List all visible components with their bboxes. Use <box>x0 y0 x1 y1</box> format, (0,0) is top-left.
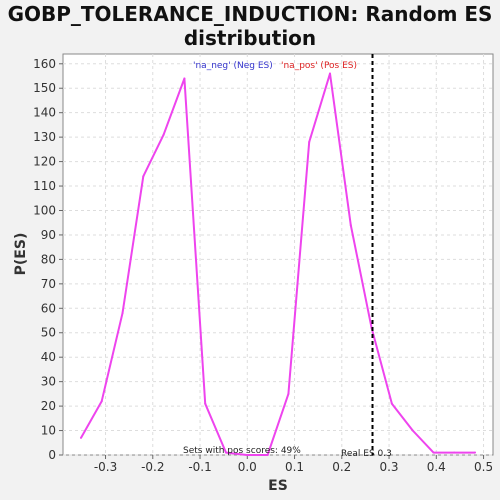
x-tick-label: 0.2 <box>332 460 351 474</box>
y-axis-title: P(ES) <box>13 233 29 276</box>
series-group <box>79 72 477 456</box>
y-tick-label: 20 <box>41 399 56 413</box>
data-point <box>328 72 331 75</box>
data-point <box>453 451 456 454</box>
y-tick-label: 150 <box>33 81 56 95</box>
data-point <box>349 224 352 227</box>
chart-title: GOBP_TOLERANCE_INDUCTION: Random ES dist… <box>7 2 493 50</box>
real-es-annotation: Real ES 0.3 <box>341 449 392 459</box>
x-tick-label: 0.4 <box>427 460 446 474</box>
legend-neg-label: 'na_neg' (Neg ES) <box>193 61 273 71</box>
y-tick-label: 80 <box>41 252 56 266</box>
y-tick-label: 160 <box>33 57 56 71</box>
data-point <box>162 133 165 136</box>
data-point <box>474 451 477 454</box>
pos-scores-annotation: Sets with pos scores: 49% <box>183 446 301 456</box>
legend-pos-label: 'na_pos' (Pos ES) <box>281 61 357 71</box>
y-tick-label: 100 <box>33 203 56 217</box>
grid-lines <box>63 54 493 456</box>
y-tick-label: 130 <box>33 130 56 144</box>
y-axis: 0 10 20 30 40 50 60 70 80 90 100 110 120 130 140 150 160 <box>33 57 63 462</box>
y-tick-label: 0 <box>48 448 56 462</box>
data-point <box>432 451 435 454</box>
data-point <box>183 77 186 80</box>
series-line <box>80 72 475 456</box>
x-tick-label: -0.2 <box>141 460 164 474</box>
y-tick-label: 110 <box>33 179 56 193</box>
data-point <box>308 141 311 144</box>
data-point <box>225 451 228 454</box>
x-tick-label: 0.5 <box>474 460 493 474</box>
y-tick-label: 30 <box>41 375 56 389</box>
y-tick-label: 40 <box>41 350 56 364</box>
x-tick-label: 0.1 <box>285 460 304 474</box>
data-point <box>100 400 103 403</box>
plot-area <box>62 53 494 456</box>
x-axis: -0.3 -0.2 -0.1 0.0 0.1 0.2 0.3 0.4 0.5 <box>94 455 493 474</box>
y-tick-label: 10 <box>41 424 56 438</box>
y-tick-label: 60 <box>41 301 56 315</box>
x-tick-label: 0.0 <box>238 460 257 474</box>
data-point <box>79 436 82 439</box>
x-tick-label: -0.3 <box>94 460 117 474</box>
y-tick-label: 70 <box>41 277 56 291</box>
data-point <box>411 429 414 432</box>
y-tick-label: 140 <box>33 106 56 120</box>
data-point <box>287 392 290 395</box>
data-point <box>245 454 248 456</box>
data-point <box>142 175 145 178</box>
data-point <box>390 402 393 405</box>
x-tick-label: 0.3 <box>379 460 398 474</box>
data-point <box>121 312 124 315</box>
x-axis-title: ES <box>268 478 288 494</box>
data-point <box>204 402 207 405</box>
y-tick-label: 90 <box>41 228 56 242</box>
y-tick-label: 50 <box>41 326 56 340</box>
x-tick-label: -0.1 <box>188 460 211 474</box>
y-tick-label: 120 <box>33 155 56 169</box>
data-point <box>266 454 269 456</box>
